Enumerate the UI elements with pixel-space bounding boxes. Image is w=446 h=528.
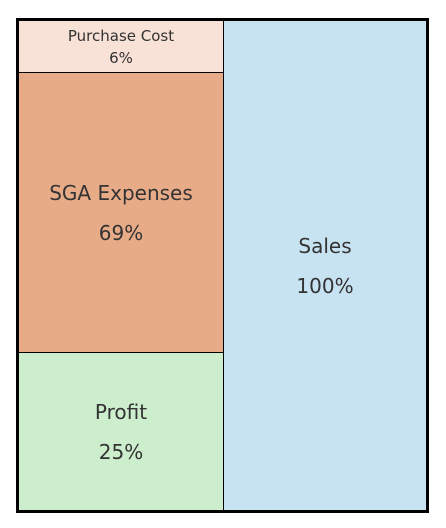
segment-label: SGA Expenses xyxy=(49,180,193,205)
segment-label: Purchase Cost xyxy=(67,26,175,45)
segment-value: 6% xyxy=(109,48,133,67)
segment-sales: Sales 100% xyxy=(224,21,426,510)
segment-profit: Profit 25% xyxy=(19,353,224,510)
segment-label: Sales xyxy=(298,233,352,258)
segment-value: 69% xyxy=(98,220,144,245)
segment-purchase-cost: Purchase Cost 6% xyxy=(19,21,224,73)
chart-frame: Purchase Cost 6% SGA Expenses 69% Profit… xyxy=(16,18,429,513)
segment-label: Profit xyxy=(94,399,148,424)
segment-value: 100% xyxy=(296,273,354,298)
segment-value: 25% xyxy=(98,439,144,464)
segment-sga-expenses: SGA Expenses 69% xyxy=(19,73,224,353)
